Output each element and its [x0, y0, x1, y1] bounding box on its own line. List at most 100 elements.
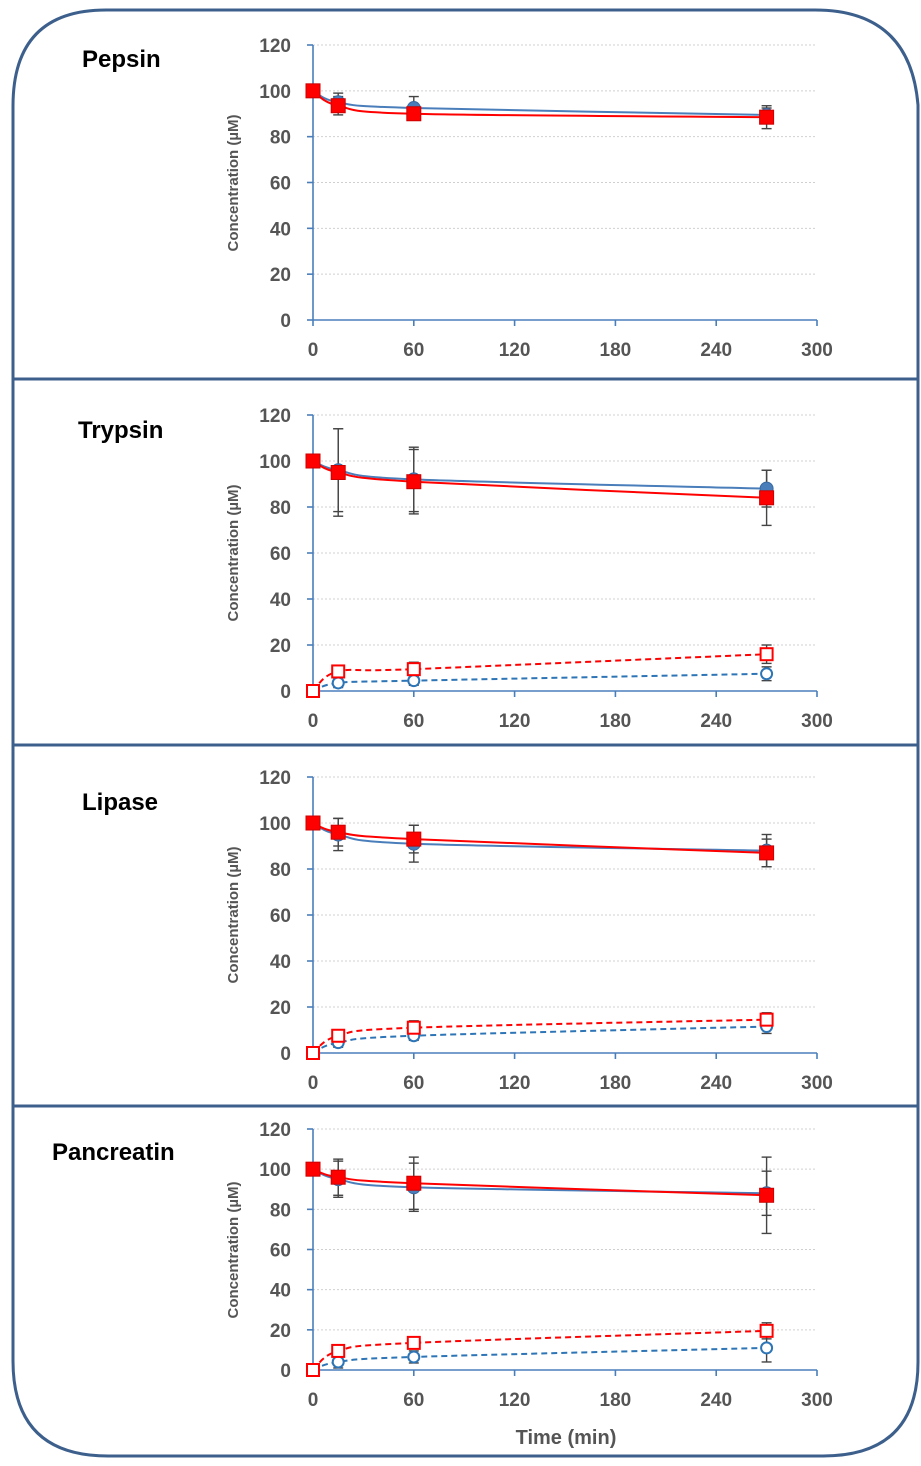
data-point-open-square: [331, 1028, 346, 1043]
series-line: [312, 653, 767, 692]
y-tick-label: 20: [270, 636, 291, 657]
y-tick-label: 100: [259, 1160, 291, 1181]
data-point-open-square: [331, 1343, 346, 1358]
plot-area: 0 20 40 60 80 100 120 0 60 120 180 240 300: [259, 406, 833, 732]
y-tick-label: 40: [270, 952, 291, 973]
y-tick-label: 20: [270, 998, 291, 1019]
x-tick-label: 60: [403, 711, 424, 732]
x-tick-label: 60: [403, 1073, 424, 1094]
data-point-open-circle: [407, 1350, 421, 1364]
x-tick-label: 180: [600, 711, 632, 732]
panel-trypsin: Trypsin Concentration (µM) 0 20 40 60 80 100 1…: [78, 406, 833, 732]
x-tick-label: 300: [801, 1390, 833, 1411]
panel-title: Pancreatin: [52, 1139, 175, 1166]
y-tick-label: 120: [259, 406, 291, 427]
data-point-square: [406, 474, 422, 490]
x-axis-label: Time (min): [516, 1427, 617, 1449]
data-point-square: [330, 465, 346, 480]
x-tick-label: 240: [700, 1073, 732, 1094]
y-tick-label: 100: [259, 452, 291, 473]
y-tick-label: 80: [270, 860, 291, 881]
y-tick-label: 60: [270, 1241, 291, 1262]
x-tick-label: 120: [499, 1390, 531, 1411]
y-tick-label: 0: [280, 311, 291, 332]
x-tick-label: 60: [403, 340, 424, 361]
panel-lipase: Lipase Concentration (µM) 0 20 40 60 80 100 12…: [82, 768, 833, 1094]
data-point-open-square: [306, 1046, 320, 1060]
data-point-square: [406, 106, 422, 122]
series-line: [312, 822, 767, 854]
panel-pepsin: Pepsin Concentration (µM) 0 20 40 60 80 100 12…: [82, 36, 833, 361]
x-tick-label: 120: [499, 340, 531, 361]
data-point-square: [759, 845, 775, 861]
plot-area: 0 20 40 60 80 100 120 0 60 120 180 240 300: [259, 1120, 833, 1411]
y-tick-label: 60: [270, 544, 291, 565]
data-point-square: [305, 453, 321, 469]
y-axis-label: Concentration (µM): [225, 1182, 242, 1319]
x-tick-label: 300: [801, 340, 833, 361]
y-tick-label: 0: [280, 1361, 291, 1382]
x-tick-label: 0: [308, 711, 319, 732]
panel-title: Pepsin: [82, 46, 161, 73]
y-tick-label: 120: [259, 1120, 291, 1141]
series-line: [312, 1346, 767, 1371]
y-tick-label: 120: [259, 36, 291, 57]
panel-pancreatin: Pancreatin Concentration (µM) 0 20 40 60 80 1…: [52, 1120, 833, 1449]
series-line: [312, 460, 767, 490]
y-tick-label: 40: [270, 219, 291, 240]
y-tick-label: 80: [270, 1200, 291, 1221]
panel-title: Lipase: [82, 789, 158, 816]
data-point-open-circle: [331, 1355, 345, 1369]
data-point-open-square: [759, 1012, 774, 1027]
data-point-open-square: [759, 647, 774, 662]
x-tick-label: 180: [600, 340, 632, 361]
series-line: [312, 1025, 767, 1054]
data-point-square: [759, 1187, 775, 1203]
y-tick-label: 60: [270, 174, 291, 195]
plot-area: 0 20 40 60 80 100 120 0 60 120 180 240 300: [259, 36, 833, 361]
y-tick-label: 20: [270, 1321, 291, 1342]
data-point-open-square: [759, 1323, 774, 1338]
data-point-open-circle: [331, 676, 345, 690]
series-line: [312, 1329, 767, 1371]
data-point-open-circle: [760, 1341, 774, 1355]
x-tick-label: 300: [801, 1073, 833, 1094]
x-tick-label: 180: [600, 1390, 632, 1411]
series-line: [312, 460, 767, 499]
y-axis-label: Concentration (µM): [225, 115, 242, 252]
y-axis-label: Concentration (µM): [225, 485, 242, 622]
data-point-open-square: [306, 1363, 320, 1377]
series-line: [312, 89, 767, 116]
x-tick-label: 180: [600, 1073, 632, 1094]
data-point-open-square: [406, 1020, 421, 1035]
series-line: [312, 672, 767, 692]
panel-title: Trypsin: [78, 417, 163, 444]
x-tick-label: 120: [499, 1073, 531, 1094]
data-point-square: [305, 83, 321, 99]
y-tick-label: 0: [280, 1044, 291, 1065]
data-point-square: [330, 824, 346, 840]
x-tick-label: 120: [499, 711, 531, 732]
data-point-square: [406, 1175, 422, 1191]
x-tick-label: 0: [308, 340, 319, 361]
y-tick-label: 100: [259, 814, 291, 835]
data-point-square: [759, 490, 775, 506]
y-tick-label: 120: [259, 768, 291, 789]
x-tick-label: 240: [700, 340, 732, 361]
y-tick-label: 20: [270, 265, 291, 286]
plot-area: 0 20 40 60 80 100 120 0 60 120 180 240 300: [259, 768, 833, 1094]
data-point-open-square: [306, 684, 320, 698]
data-point-open-circle: [407, 674, 421, 688]
data-point-open-square: [331, 664, 346, 679]
y-tick-label: 60: [270, 906, 291, 927]
x-tick-label: 0: [308, 1390, 319, 1411]
series-line: [312, 1018, 767, 1054]
y-tick-label: 40: [270, 590, 291, 611]
x-tick-label: 0: [308, 1073, 319, 1094]
y-tick-label: 80: [270, 498, 291, 519]
x-tick-label: 240: [700, 711, 732, 732]
x-tick-label: 60: [403, 1390, 424, 1411]
y-tick-label: 100: [259, 82, 291, 103]
data-point-square: [305, 815, 321, 831]
